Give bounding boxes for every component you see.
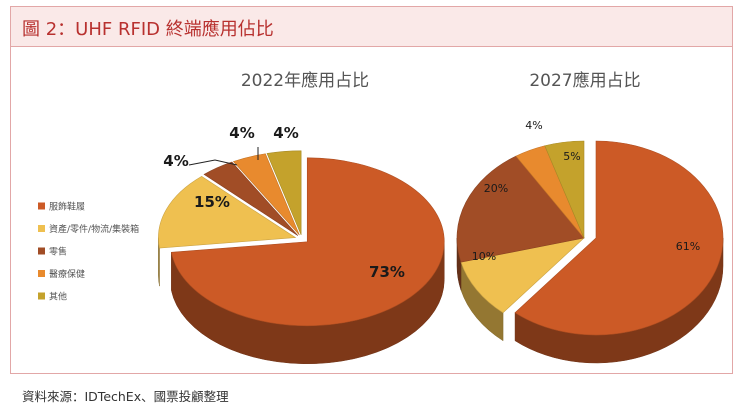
data-label: 4% xyxy=(163,152,188,170)
legend-label: 其他 xyxy=(49,291,67,303)
legend-swatch xyxy=(38,247,45,255)
title-bar: 圖 2：UHF RFID 終端應用佔比 xyxy=(11,7,732,47)
data-label: 10% xyxy=(472,250,496,263)
pie-slice xyxy=(266,150,302,235)
pie-slice xyxy=(170,157,445,327)
legend-swatch xyxy=(38,225,45,232)
pie-2022: 73% 15% 4% 4% 4% xyxy=(158,124,445,364)
chart-title-2027: 2027應用占比 xyxy=(529,70,640,91)
data-label: 4% xyxy=(273,124,298,142)
data-label: 20% xyxy=(484,182,508,195)
legend-label: 資產/零件/物流/集裝箱 xyxy=(49,223,139,235)
data-label: 5% xyxy=(563,150,580,163)
pie-2027: 61% 10% 20% 4% 5% xyxy=(456,119,724,364)
figure-title: 圖 2：UHF RFID 終端應用佔比 xyxy=(22,19,274,40)
legend-swatch xyxy=(38,270,45,277)
data-label: 15% xyxy=(194,193,230,211)
data-label: 4% xyxy=(229,124,254,142)
pie-slice xyxy=(232,153,300,236)
legend-swatch xyxy=(38,202,45,210)
pie-slice xyxy=(456,155,585,263)
legend-swatch xyxy=(38,292,45,300)
data-label: 4% xyxy=(525,119,542,132)
pie-slice xyxy=(514,140,724,336)
legend-label: 服飾鞋履 xyxy=(49,201,85,213)
data-label: 61% xyxy=(676,240,700,253)
pie-slice xyxy=(158,175,297,249)
leader-line xyxy=(188,159,238,166)
legend-label: 零售 xyxy=(49,246,67,258)
legend-label: 醫療保健 xyxy=(49,268,85,280)
source-note: 資料來源：IDTechEx、國票投顧整理 xyxy=(22,389,229,404)
pie-slice xyxy=(460,237,585,314)
chart-title-2022: 2022年應用占比 xyxy=(241,70,369,91)
data-label: 73% xyxy=(369,263,405,281)
pie-slice xyxy=(544,140,585,239)
pie-slice xyxy=(203,161,299,236)
